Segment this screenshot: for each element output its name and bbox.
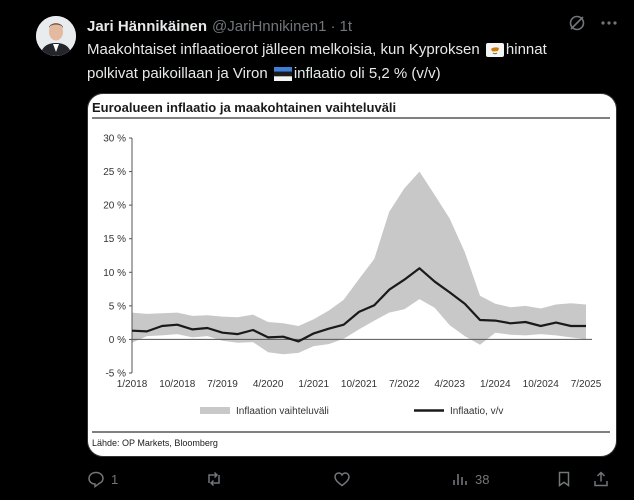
bookmark-icon (555, 470, 573, 488)
y-tick-label: -5 % (105, 369, 126, 380)
chart-title: Euroalueen inflaatio ja maakohtainen vai… (92, 100, 396, 115)
x-tick-label: 10/2021 (341, 379, 378, 390)
tweet-text-line1-b: hinnat (505, 41, 547, 58)
tweet-text: Maakohtaiset inflaatioerot jälleen melko… (87, 39, 607, 87)
x-tick-label: 10/2024 (523, 379, 560, 390)
x-tick-label: 10/2018 (159, 379, 196, 390)
more-icon[interactable] (600, 14, 618, 32)
like-button[interactable] (333, 470, 351, 488)
x-tick-label: 1/2021 (298, 379, 329, 390)
tweet-header: Jari Hännikäinen @JariHnnikinen1 · 1t (87, 15, 352, 37)
views-button[interactable]: 38 (451, 470, 489, 488)
reply-count: 1 (111, 471, 119, 487)
share-button[interactable] (592, 470, 610, 488)
bookmark-button[interactable] (555, 470, 573, 488)
estonia-flag-icon (273, 66, 292, 87)
views-count: 38 (475, 471, 490, 487)
chart-source: Lähde: OP Markets, Bloomberg (92, 438, 218, 448)
reply-icon (87, 470, 105, 488)
reply-button[interactable]: 1 (87, 470, 118, 488)
cyprus-flag-icon (485, 42, 504, 63)
y-tick-label: 20 % (103, 201, 126, 212)
tweet-text-line2-b: inflaatio oli 5,2 % (v/v) (293, 65, 441, 82)
legend-line-label: Inflaatio, v/v (450, 406, 503, 417)
grok-icon[interactable] (568, 14, 586, 32)
tweet-media[interactable]: Euroalueen inflaatio ja maakohtainen vai… (87, 93, 617, 457)
x-tick-label: 4/2020 (253, 379, 284, 390)
action-bar: 1 (87, 470, 615, 492)
inflation-chart: Euroalueen inflaatio ja maakohtainen vai… (88, 94, 616, 456)
top-actions (568, 14, 618, 32)
avatar[interactable] (36, 16, 76, 56)
x-tick-label: 4/2023 (434, 379, 465, 390)
retweet-button[interactable] (205, 470, 223, 488)
y-tick-label: 5 % (109, 301, 126, 312)
y-tick-label: 0 % (109, 335, 126, 346)
tweet-text-line2-a: polkivat paikoillaan ja Viron (87, 65, 268, 82)
y-tick-label: 25 % (103, 167, 126, 178)
x-tick-label: 7/2019 (207, 379, 238, 390)
separator-dot: · (330, 17, 336, 35)
x-tick-label: 1/2018 (117, 379, 148, 390)
y-tick-label: 10 % (103, 268, 126, 279)
chart-legend: Inflaation vaihteluväli Inflaatio, v/v (200, 406, 503, 417)
range-band (132, 171, 586, 355)
legend-range-label: Inflaation vaihteluväli (236, 406, 329, 417)
y-tick-label: 15 % (103, 234, 126, 245)
tweet-text-line1-a: Maakohtaiset inflaatioerot jälleen melko… (87, 41, 480, 58)
x-tick-label: 7/2025 (571, 379, 602, 390)
views-icon (451, 470, 469, 488)
y-tick-label: 30 % (103, 134, 126, 145)
x-tick-label: 1/2024 (480, 379, 511, 390)
chart-card: Euroalueen inflaatio ja maakohtainen vai… (88, 94, 616, 456)
plot-area: 30 % 25 % 20 % 15 % 10 % 5 % 0 % -5 %1/2018 10/2… (103, 134, 602, 391)
retweet-icon (205, 470, 223, 488)
author-handle[interactable]: @JariHnnikinen1 (212, 17, 327, 35)
legend-range-swatch (200, 407, 230, 414)
chart-background (88, 94, 616, 456)
share-icon (592, 470, 610, 488)
timestamp[interactable]: 1t (339, 17, 353, 35)
x-tick-label: 7/2022 (389, 379, 420, 390)
like-icon (333, 470, 351, 488)
inflation-line (131, 267, 586, 343)
author-name[interactable]: Jari Hännikäinen (87, 17, 208, 35)
